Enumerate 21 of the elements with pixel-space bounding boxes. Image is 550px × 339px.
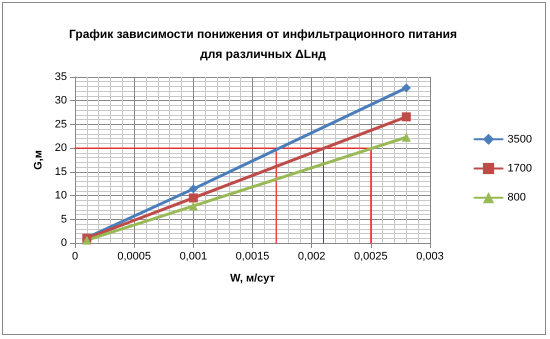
y-tick-label: 25 (54, 118, 67, 130)
legend-label: 1700 (508, 162, 532, 174)
legend-label: 800 (508, 192, 526, 204)
x-tick-label: 0 (72, 250, 78, 262)
y-axis-title: G,м (32, 150, 44, 170)
x-tick-label: 0,0015 (236, 250, 270, 262)
x-axis-title: W, м/сут (230, 272, 276, 284)
y-tick-label: 15 (54, 166, 67, 178)
y-tick-label: 20 (54, 142, 67, 154)
y-tick-label: 10 (54, 190, 67, 202)
y-tick-label: 5 (60, 213, 67, 226)
y-tick-label: 35 (54, 71, 67, 83)
y-tick-label: 0 (60, 237, 67, 249)
x-tick-label: 0,0005 (117, 250, 151, 262)
x-tick-label: 0,003 (416, 250, 444, 262)
x-tick-label: 0,001 (180, 250, 208, 262)
x-tick-label: 0,0025 (354, 250, 388, 262)
legend-label: 3500 (508, 133, 532, 146)
y-tick-label: 30 (54, 94, 67, 107)
chart-title: График зависимости понижения от инфильтрационного питания для различных ΔLнд (69, 27, 457, 61)
x-tick-label: 0,002 (298, 250, 326, 262)
